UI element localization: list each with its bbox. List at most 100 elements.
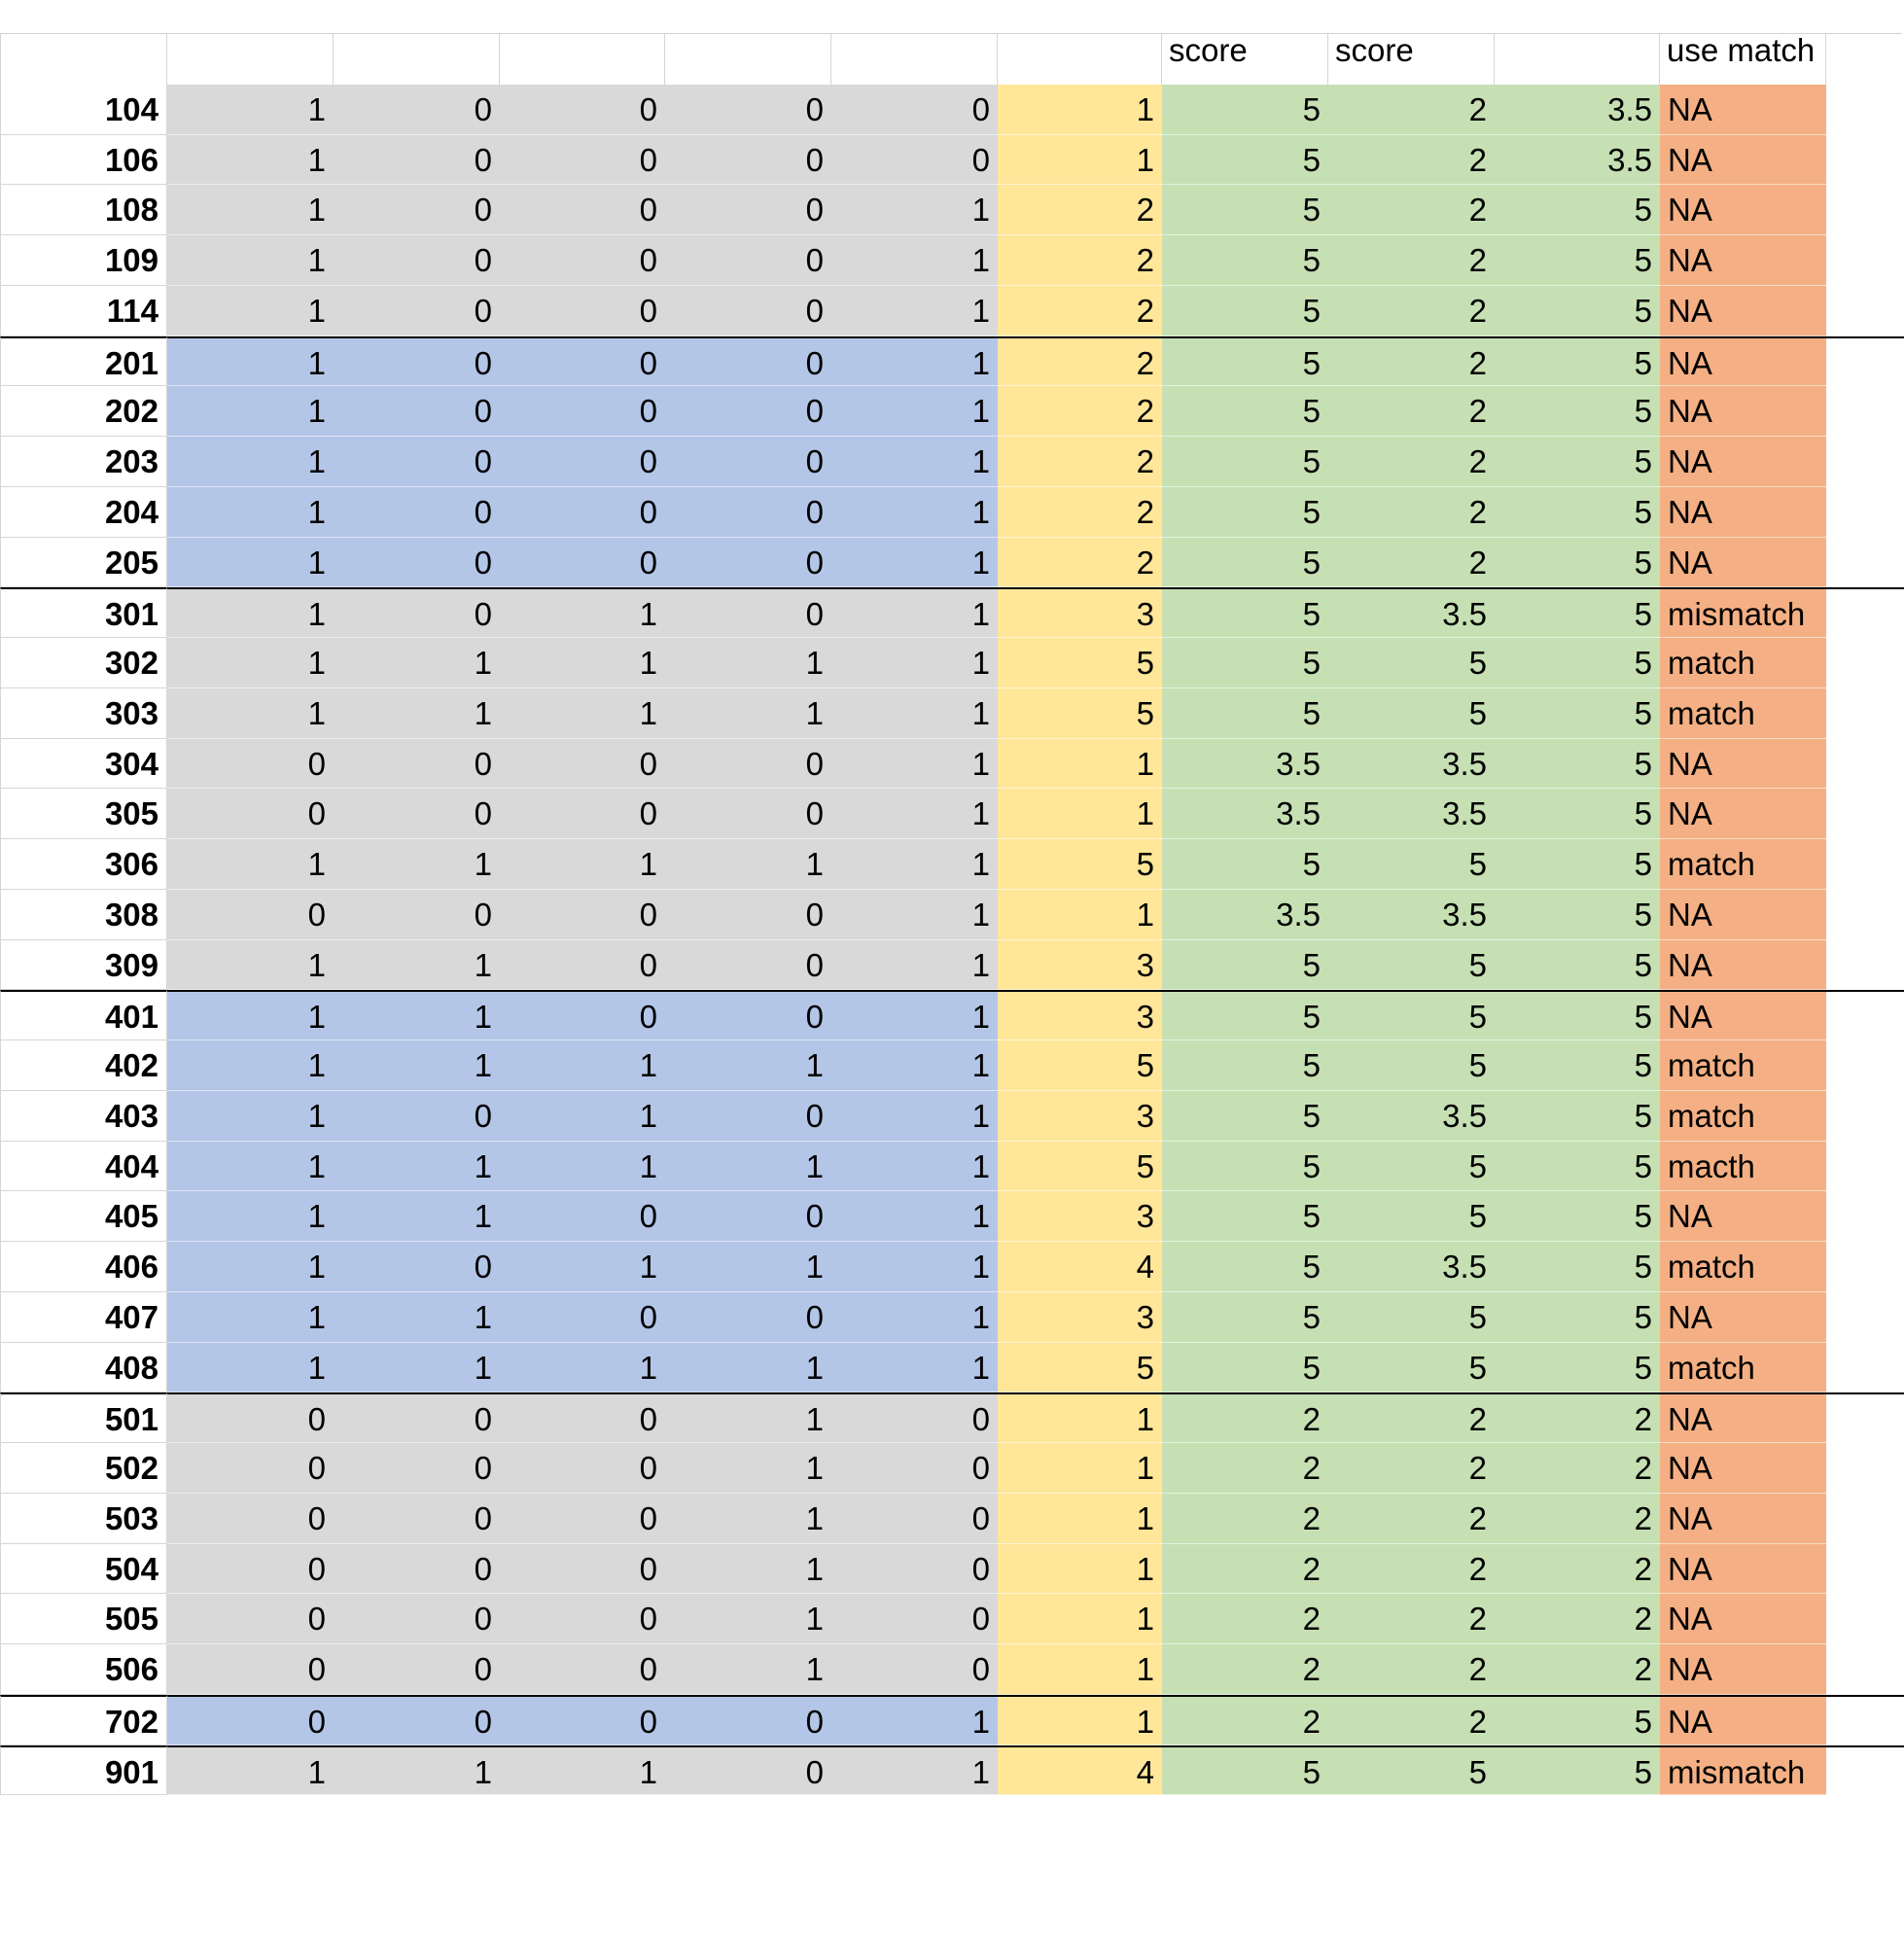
data-cell: 5 <box>1328 1291 1495 1343</box>
data-cell: 0 <box>334 1392 500 1443</box>
data-cell: 3.5 <box>1328 587 1495 638</box>
data-cell: NA <box>1660 84 1826 135</box>
data-cell: 1 <box>998 889 1162 940</box>
row-id: 406 <box>0 1242 167 1292</box>
data-cell: 1 <box>500 1090 665 1142</box>
data-cell: 2 <box>1328 235 1495 286</box>
data-cell: 0 <box>500 1543 665 1595</box>
data-cell: 1 <box>998 1493 1162 1544</box>
data-cell: 0 <box>665 1744 831 1796</box>
data-cell: 0 <box>831 84 998 135</box>
data-cell: 2 <box>1495 1493 1660 1544</box>
data-cell: 0 <box>665 1694 831 1745</box>
data-cell: 0 <box>334 738 500 790</box>
data-cell: 3 <box>998 939 1162 991</box>
data-cell: 5 <box>1328 1040 1495 1091</box>
data-cell: 2 <box>1495 1644 1660 1695</box>
data-cell: 1 <box>334 990 500 1040</box>
row-id: 407 <box>0 1291 167 1343</box>
data-cell: 0 <box>665 486 831 538</box>
data-cell: 0 <box>500 1644 665 1695</box>
data-cell: 5 <box>1495 587 1660 638</box>
row-id: 308 <box>0 889 167 940</box>
data-cell: 5 <box>1495 738 1660 790</box>
data-cell: 1 <box>998 1443 1162 1494</box>
data-cell: 0 <box>167 1644 334 1695</box>
data-cell: 2 <box>1328 486 1495 538</box>
data-cell: 0 <box>500 939 665 991</box>
row-id: 306 <box>0 839 167 890</box>
data-cell: 3.5 <box>1328 1090 1495 1142</box>
data-cell: 0 <box>831 1594 998 1644</box>
data-cell: 1 <box>334 1141 500 1192</box>
data-cell: 5 <box>1162 587 1328 638</box>
data-cell: 5 <box>1495 1141 1660 1192</box>
data-cell: 1 <box>167 687 334 739</box>
row-id: 405 <box>0 1191 167 1242</box>
data-cell: 5 <box>1328 687 1495 739</box>
data-cell: NA <box>1660 1443 1826 1494</box>
row-id: 501 <box>0 1392 167 1443</box>
data-cell: 2 <box>998 185 1162 235</box>
data-cell: 1 <box>998 1594 1162 1644</box>
data-cell: 1 <box>831 1342 998 1393</box>
data-cell: 0 <box>167 1594 334 1644</box>
data-cell: 0 <box>334 1694 500 1745</box>
data-cell: 1 <box>334 939 500 991</box>
row-id: 702 <box>0 1694 167 1745</box>
row-id: 309 <box>0 939 167 991</box>
row-id: 502 <box>0 1443 167 1494</box>
row-id: 109 <box>0 235 167 286</box>
data-cell: 1 <box>831 738 998 790</box>
data-cell: 1 <box>665 839 831 890</box>
data-cell: 0 <box>665 1291 831 1343</box>
data-cell: 5 <box>1495 1040 1660 1091</box>
data-cell: 0 <box>831 1443 998 1494</box>
data-cell: 3.5 <box>1328 889 1495 940</box>
data-cell: 1 <box>500 1744 665 1796</box>
data-cell: 0 <box>500 235 665 286</box>
data-cell: 5 <box>998 1342 1162 1393</box>
data-cell: 5 <box>1162 486 1328 538</box>
data-cell: 1 <box>500 1342 665 1393</box>
data-cell: 5 <box>1328 1191 1495 1242</box>
data-cell: 0 <box>167 889 334 940</box>
data-cell: 5 <box>1495 285 1660 336</box>
data-cell: 1 <box>665 1040 831 1091</box>
data-cell: NA <box>1660 335 1826 387</box>
data-cell: 5 <box>998 1141 1162 1192</box>
data-cell: 2 <box>1328 335 1495 387</box>
data-cell: 3.5 <box>1495 134 1660 186</box>
data-cell: 1 <box>665 1342 831 1393</box>
data-cell: 1 <box>334 1191 500 1242</box>
data-cell: 1 <box>831 437 998 487</box>
spreadsheet: UNUavail time in use (0/1)avail time hoa… <box>0 33 1904 1796</box>
data-cell: 5 <box>1162 990 1328 1040</box>
data-cell: NA <box>1660 134 1826 186</box>
row-id: 202 <box>0 386 167 437</box>
data-cell: 1 <box>998 84 1162 135</box>
data-cell: 0 <box>334 235 500 286</box>
data-cell: 5 <box>1162 1291 1328 1343</box>
data-cell: 5 <box>1328 1744 1495 1796</box>
data-cell: 1 <box>665 1443 831 1494</box>
data-cell: 5 <box>1162 1141 1328 1192</box>
data-cell: 3.5 <box>1328 1242 1495 1292</box>
data-cell: 1 <box>665 1493 831 1544</box>
data-cell: 0 <box>665 537 831 588</box>
data-cell: 0 <box>167 738 334 790</box>
data-cell: 5 <box>1162 1090 1328 1142</box>
data-cell: 5 <box>1495 1191 1660 1242</box>
data-cell: 0 <box>500 1493 665 1544</box>
data-cell: 0 <box>500 1594 665 1644</box>
data-cell: 0 <box>334 335 500 387</box>
data-cell: 0 <box>831 134 998 186</box>
data-cell: 3 <box>998 1291 1162 1343</box>
data-cell: 1 <box>500 1242 665 1292</box>
data-cell: 2 <box>1328 1443 1495 1494</box>
data-cell: match <box>1660 1090 1826 1142</box>
data-cell: match <box>1660 1040 1826 1091</box>
data-cell: 5 <box>1495 537 1660 588</box>
data-cell: 0 <box>665 185 831 235</box>
